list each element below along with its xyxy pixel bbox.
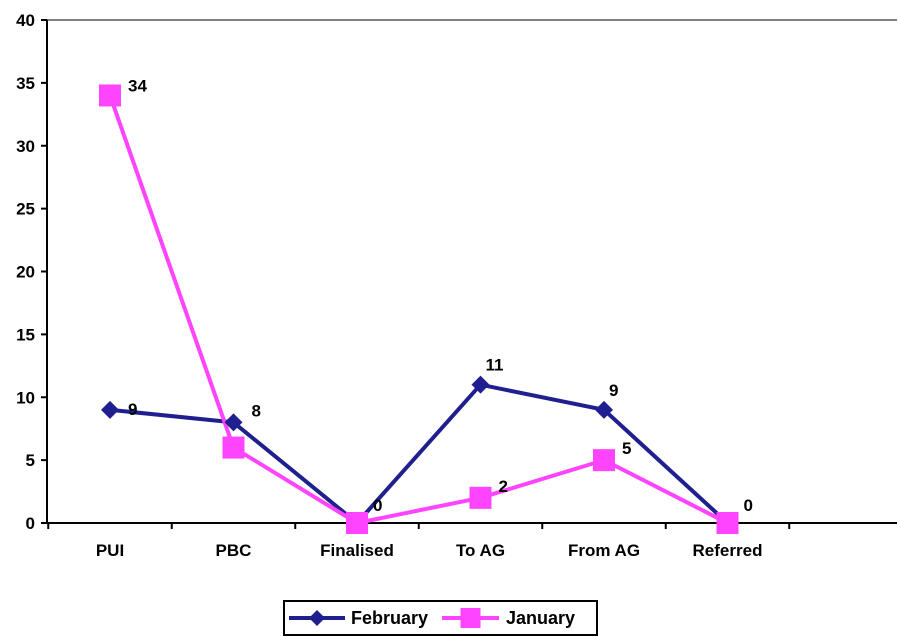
x-tick-label: Finalised [320,541,394,560]
point-marker-january [716,512,739,534]
x-tick-label: Referred [693,541,763,560]
data-label-january: 34 [128,76,147,95]
data-label-january: 0 [373,496,382,515]
y-tick-label: 0 [26,514,35,533]
data-labels: 9 8 11 9 34 0 2 5 0 [128,76,753,515]
point-marker-january [99,84,121,107]
y-tick-label: 5 [26,451,35,470]
data-label-january: 0 [744,496,753,515]
y-tick-label: 30 [16,137,35,156]
series-line-january [108,94,729,525]
x-tick-label: PBC [216,541,252,560]
legend-box [283,600,598,636]
y-tick-label: 35 [16,74,35,93]
data-label-february: 9 [128,400,137,419]
y-tick-label: 25 [16,200,35,219]
point-marker-january [593,449,615,472]
legend-marker-february [309,610,325,626]
x-ticks: PUI PBC Finalised To AG From AG Referred [47,523,791,560]
point-marker-february [595,400,613,419]
legend: February January [283,600,598,636]
point-marker-january [222,436,245,459]
legend-label-february: February [351,608,428,628]
data-label-february: 8 [252,401,261,420]
legend-label-january: January [506,608,575,628]
y-tick-label: 20 [16,263,35,282]
x-tick-label: To AG [456,541,505,560]
y-tick-label: 15 [16,325,35,344]
point-marker-february [471,375,490,394]
legend-marker-january [460,608,481,628]
axes [46,19,897,524]
x-tick-label: PUI [96,541,124,560]
data-label-february: 9 [609,381,618,400]
point-marker-february [101,400,119,419]
point-marker-january [346,512,368,534]
x-tick-label: From AG [568,541,640,560]
y-ticks: 0 5 10 15 20 25 30 35 40 [16,11,47,533]
data-label-january: 2 [499,477,508,496]
data-label-january: 5 [622,439,631,458]
series-line-february [109,382,729,525]
y-tick-label: 10 [16,388,35,407]
point-marker-january [469,486,492,509]
series-layer [99,84,739,534]
data-label-february: 11 [486,356,504,375]
y-tick-label: 40 [16,11,35,30]
point-marker-february [224,413,243,432]
